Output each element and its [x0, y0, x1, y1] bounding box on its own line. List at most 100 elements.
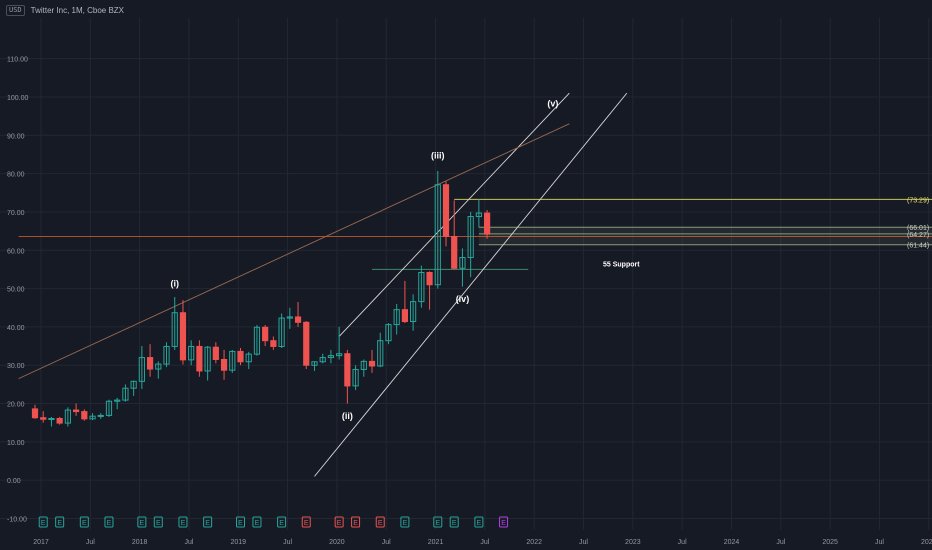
y-tick-label: 0.00 — [7, 478, 21, 485]
earnings-marker-icon — [203, 516, 213, 528]
candle-body — [229, 350, 236, 371]
zone-band — [478, 227, 932, 245]
y-tick-label: 20.00 — [7, 402, 25, 409]
candle-body — [418, 271, 425, 303]
y-tick-label: 10.00 — [7, 440, 25, 447]
candle-body — [336, 353, 343, 357]
x-tick-label: Jul — [86, 539, 95, 546]
earnings-marker-icon — [252, 516, 262, 528]
earnings-marker-label: E — [279, 520, 284, 527]
candle-body — [163, 345, 170, 365]
wave-label: (iii) — [431, 150, 445, 160]
candle-body — [155, 363, 162, 370]
currency-badge[interactable]: USD — [6, 5, 25, 16]
candle-body — [368, 360, 376, 367]
candle-body — [426, 271, 433, 286]
level-label-level-61: (61.44) — [907, 243, 929, 250]
candle-body — [303, 321, 310, 366]
earnings-marker-label: E — [435, 520, 440, 527]
candle-body — [81, 411, 88, 420]
candle-body — [146, 357, 154, 370]
earnings-marker-icon — [79, 516, 89, 528]
earnings-marker-icon — [137, 516, 147, 528]
earnings-marker-icon — [301, 516, 311, 528]
candle-body — [401, 309, 408, 323]
candle-body — [442, 184, 450, 237]
candle-body — [130, 380, 137, 389]
earnings-marker-icon — [153, 516, 163, 528]
earnings-marker-icon — [236, 516, 245, 528]
earnings-marker-icon — [55, 516, 65, 528]
earnings-marker-label: E — [205, 520, 210, 527]
candle-body — [64, 409, 71, 424]
earnings-marker-icon — [38, 516, 48, 528]
earnings-marker-label: E — [304, 520, 309, 527]
y-tick-label: -10.00 — [7, 517, 27, 524]
level-label-resistance-73: (73.29) — [907, 197, 929, 204]
candle-body — [327, 355, 335, 359]
x-tick-label: 2023 — [625, 539, 641, 546]
x-tick-label: Jul — [678, 539, 687, 546]
x-tick-label: Jul — [283, 539, 292, 546]
level-label-support-55: 55 Support — [603, 261, 640, 268]
trendline-lower-channel — [314, 92, 628, 477]
candle-body — [360, 360, 367, 370]
y-tick-label: 80.00 — [7, 172, 25, 179]
earnings-marker-icon — [449, 516, 459, 528]
earnings-marker-icon — [474, 516, 484, 528]
candle-body — [97, 414, 104, 417]
candle-body — [237, 350, 244, 363]
earnings-marker-label: E — [477, 520, 482, 527]
candle-body — [410, 301, 417, 323]
x-tick-label: 2018 — [132, 539, 148, 546]
earnings-marker-label: E — [181, 520, 186, 527]
x-tick-label: 2022 — [526, 539, 542, 546]
earnings-marker-icon — [351, 516, 361, 528]
earnings-marker-label: E — [82, 520, 87, 527]
candle-body — [484, 212, 491, 235]
x-tick-label: 2025 — [822, 539, 838, 546]
candle-body — [385, 324, 392, 342]
earnings-marker-label: E — [57, 520, 62, 527]
candle-body — [467, 216, 474, 259]
candle-body — [105, 400, 113, 416]
x-tick-label: Jul — [875, 539, 884, 546]
candle-body — [352, 368, 359, 387]
candle-body — [475, 212, 482, 218]
y-tick-label: 110.00 — [7, 57, 28, 64]
candle-body — [278, 317, 285, 347]
x-tick-label: 2017 — [33, 539, 49, 546]
earnings-marker-icon — [433, 516, 443, 528]
candle-body — [377, 340, 384, 367]
level-label-level-64: (64.27) — [907, 232, 929, 239]
candle-body — [31, 408, 39, 419]
candle-body — [459, 257, 466, 269]
candle-body — [56, 417, 63, 424]
candle-body — [245, 353, 252, 363]
earnings-marker-label: E — [140, 520, 145, 527]
earnings-marker-icon — [334, 516, 344, 528]
x-tick-label: 2019 — [230, 539, 246, 546]
y-tick-label: 40.00 — [7, 325, 25, 332]
earnings-marker-icon — [375, 516, 385, 528]
wave-label: (i) — [170, 279, 179, 289]
candle-body — [212, 346, 219, 360]
y-tick-label: 70.00 — [7, 210, 25, 217]
candle-body — [40, 417, 47, 420]
wave-label: (v) — [547, 99, 558, 109]
candle-body — [434, 184, 441, 286]
x-tick-label: 2021 — [428, 539, 444, 546]
x-tick-label: Jul — [480, 539, 489, 546]
y-tick-label: 30.00 — [7, 363, 25, 370]
y-tick-label: 90.00 — [7, 133, 25, 140]
earnings-marker-label: E — [255, 520, 260, 527]
x-tick-label: 2020 — [329, 539, 345, 546]
candle-body — [270, 340, 277, 347]
earnings-marker-label: E — [41, 520, 46, 527]
earnings-marker-icon — [277, 516, 287, 528]
wave-label: (ii) — [342, 411, 353, 421]
candle-body — [319, 357, 326, 363]
candle-body — [451, 235, 458, 269]
x-tick-label: 2026 — [921, 539, 932, 546]
